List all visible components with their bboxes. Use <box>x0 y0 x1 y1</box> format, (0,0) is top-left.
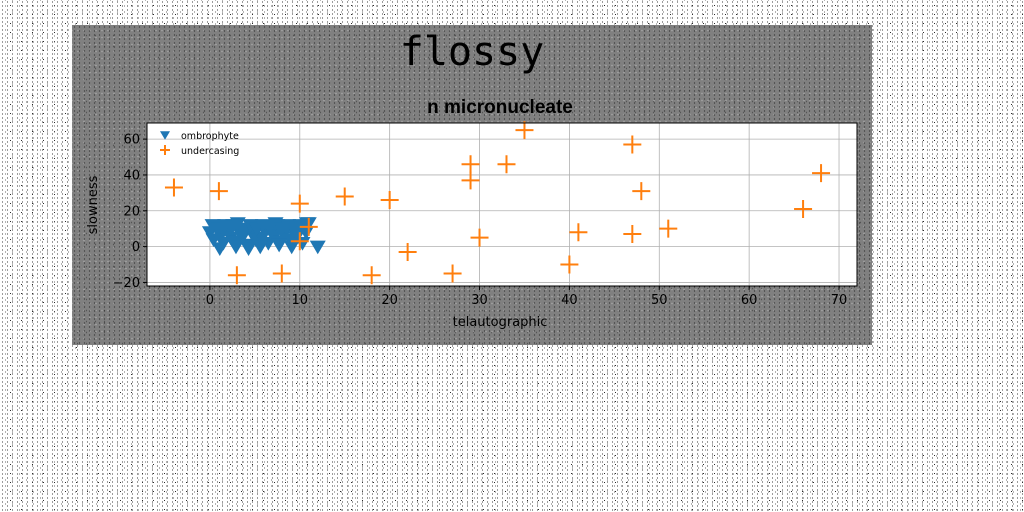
data-point-undercasing <box>812 164 831 183</box>
figure-title: flossy <box>400 29 545 75</box>
data-point-ombrophyte <box>271 238 288 253</box>
data-point-ombrophyte <box>309 240 326 255</box>
data-point-undercasing <box>632 182 651 201</box>
x-tick-label: 40 <box>561 293 578 308</box>
legend-label-ombrophyte: ombrophyte <box>181 131 239 142</box>
plot-area <box>146 122 858 287</box>
data-point-undercasing <box>623 225 642 244</box>
x-tick-label: 0 <box>206 293 214 308</box>
grid <box>147 123 857 286</box>
data-point-undercasing <box>299 217 318 236</box>
data-point-ombrophyte <box>283 240 300 255</box>
data-point-undercasing <box>497 155 516 174</box>
figure-panel: flossy n micronucleate 0 10 20 30 40 50 60 70 −2… <box>72 25 872 345</box>
legend-triangle-icon <box>160 131 170 140</box>
data-point-undercasing <box>515 121 534 140</box>
data-point-undercasing <box>209 182 228 201</box>
legend-marker-ombrophyte <box>160 131 170 140</box>
data-point-undercasing <box>659 219 678 238</box>
y-tick-label: −20 <box>113 276 140 291</box>
data-point-undercasing <box>560 255 579 274</box>
data-point-undercasing <box>272 264 291 283</box>
x-tick-label: 70 <box>831 293 848 308</box>
data-point-undercasing <box>362 266 381 285</box>
data-point-ombrophyte <box>204 219 221 233</box>
data-point-ombrophyte <box>242 219 259 233</box>
data-point-undercasing <box>569 223 588 242</box>
legend-plus-icon <box>160 145 170 155</box>
data-series <box>164 121 831 285</box>
data-point-ombrophyte <box>252 240 269 255</box>
data-point-ombrophyte <box>222 231 239 246</box>
chart-title: n micronucleate <box>427 97 573 118</box>
axis-ticks: 0 10 20 30 40 50 60 70 −20 0 20 40 60 <box>113 133 848 308</box>
y-tick-label: 20 <box>123 204 140 219</box>
data-point-ombrophyte <box>227 240 244 255</box>
data-point-undercasing <box>470 228 489 247</box>
y-tick-label: 0 <box>132 240 140 255</box>
x-axis-label: telautographic <box>453 315 548 330</box>
data-point-ombrophyte <box>211 242 228 256</box>
data-point-ombrophyte <box>229 217 246 231</box>
data-point-undercasing <box>290 194 309 213</box>
legend-label-undercasing: undercasing <box>181 146 239 157</box>
x-tick-label: 30 <box>471 293 488 308</box>
data-point-ombrophyte <box>298 217 315 231</box>
data-point-undercasing <box>164 178 183 197</box>
data-point-ombrophyte <box>240 242 257 256</box>
data-point-undercasing <box>461 155 480 174</box>
y-tick-label: 40 <box>123 168 140 183</box>
data-point-undercasing <box>623 135 642 154</box>
data-point-undercasing <box>443 264 462 283</box>
data-point-undercasing <box>398 242 417 261</box>
y-tick-label: 60 <box>123 133 140 148</box>
scatter-chart: flossy n micronucleate 0 10 20 30 40 50 60 70 −2… <box>86 29 858 330</box>
x-tick-label: 20 <box>381 293 398 308</box>
x-tick-label: 50 <box>651 293 668 308</box>
x-tick-label: 60 <box>741 293 758 308</box>
data-point-undercasing <box>794 199 813 218</box>
legend: ombrophyte undercasing <box>160 131 239 157</box>
data-point-undercasing <box>335 187 354 206</box>
data-point-undercasing <box>227 266 246 285</box>
x-tick-label: 10 <box>292 293 309 308</box>
data-point-undercasing <box>290 232 309 251</box>
legend-marker-undercasing <box>160 145 170 155</box>
y-axis-label: slowness <box>86 175 101 234</box>
plot-frame <box>146 122 858 287</box>
data-point-undercasing <box>380 191 399 210</box>
data-point-undercasing <box>461 171 480 190</box>
